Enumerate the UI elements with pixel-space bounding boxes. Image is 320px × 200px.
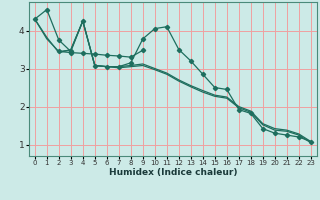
X-axis label: Humidex (Indice chaleur): Humidex (Indice chaleur) [108,168,237,177]
